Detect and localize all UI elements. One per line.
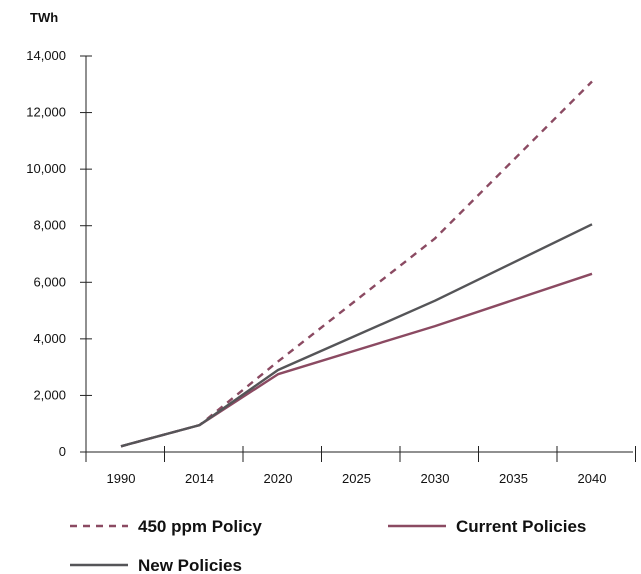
legend-label: New Policies — [138, 556, 242, 574]
y-tick-label: 14,000 — [26, 48, 66, 63]
series-line-new-policies — [120, 223, 593, 448]
legend: 450 ppm Policy Current Policies New Polici… — [70, 517, 586, 574]
y-axis-unit-label: TWh — [30, 10, 58, 25]
y-tick-label: 6,000 — [33, 274, 66, 289]
x-tick-label: 1990 — [107, 471, 136, 486]
x-tick-label: 2035 — [499, 471, 528, 486]
y-tick-label: 10,000 — [26, 161, 66, 176]
x-tick-label: 2030 — [421, 471, 450, 486]
series-line-current-policies — [120, 272, 593, 448]
y-tick-label: 8,000 — [33, 218, 66, 233]
axes: 0 2,000 4,000 6,000 8,000 10,000 12,000 14,000 1… — [26, 48, 636, 486]
x-tick-label: 2040 — [578, 471, 607, 486]
x-tick-label: 2014 — [185, 471, 214, 486]
series-line-450-ppm-policy — [120, 80, 593, 448]
series-layer — [120, 80, 593, 448]
x-tick-label: 2020 — [264, 471, 293, 486]
x-tick-label: 2025 — [342, 471, 371, 486]
legend-label: 450 ppm Policy — [138, 517, 262, 536]
y-tick-label: 0 — [59, 444, 66, 459]
y-tick-label: 4,000 — [33, 331, 66, 346]
y-tick-label: 2,000 — [33, 387, 66, 402]
legend-label: Current Policies — [456, 517, 586, 536]
y-tick-label: 12,000 — [26, 105, 66, 120]
